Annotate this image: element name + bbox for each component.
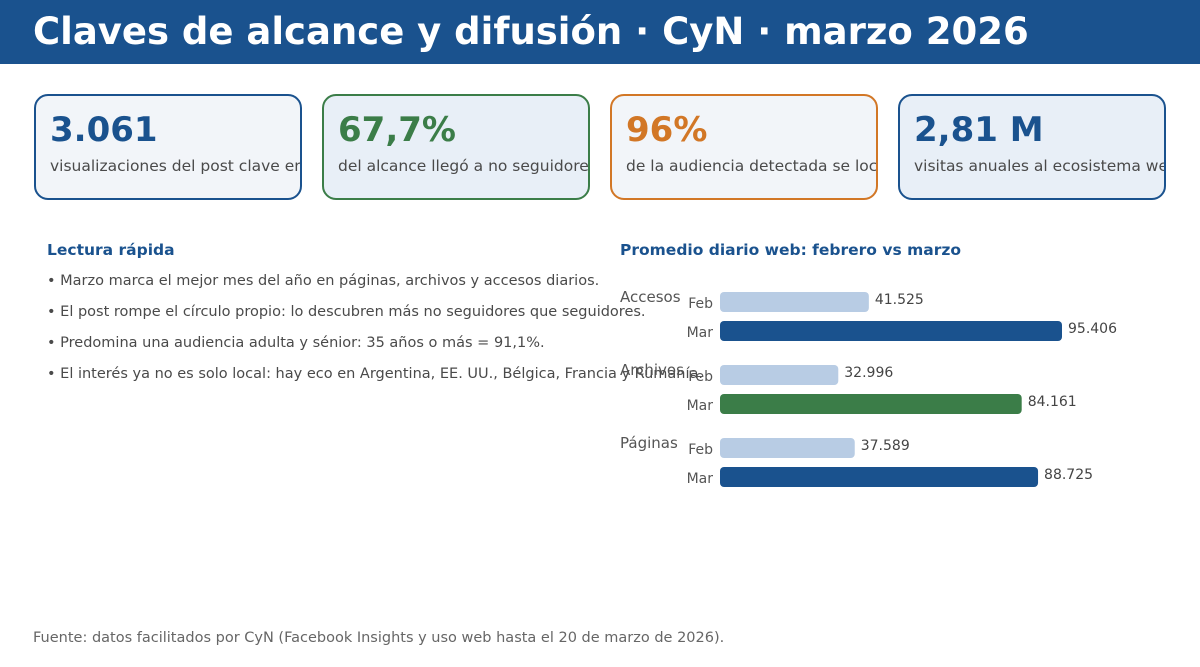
lectura-bullet: • El post rompe el círculo propio: lo de…: [47, 304, 646, 320]
bar-value-label: 32.996: [844, 365, 893, 381]
bar: [720, 467, 1039, 487]
kpi-description: de la audiencia detectada se localiza en…: [626, 157, 878, 175]
bar-category-label: Mar: [687, 325, 714, 341]
bar-value-label: 95.406: [1068, 321, 1117, 337]
group-label: Accesos: [620, 288, 681, 306]
bar-category-label: Feb: [688, 296, 713, 312]
kpi-value: 2,81 M: [914, 110, 1044, 150]
group-label: Archivos: [620, 361, 684, 379]
bar-value-label: 37.589: [861, 438, 910, 454]
group-label: Páginas: [620, 434, 678, 452]
bar-category-label: Mar: [687, 471, 714, 487]
bar: [720, 394, 1022, 414]
lectura-bullet: • Predomina una audiencia adulta y sénio…: [47, 335, 545, 351]
source-note: Fuente: datos facilitados por CyN (Faceb…: [33, 630, 725, 646]
kpi-card-audiencia-local: 96% de la audiencia detectada se localiz…: [610, 94, 878, 200]
kpi-description: visualizaciones del post clave en Facebo…: [50, 157, 300, 175]
bar-category-label: Feb: [688, 442, 713, 458]
kpi-description: visitas anuales al ecosistema web de CyN: [914, 157, 1164, 175]
kpi-description: del alcance llegó a no seguidores: [338, 157, 590, 175]
bar: [720, 321, 1062, 341]
lectura-rapida-title: Lectura rápida: [47, 241, 175, 259]
bar-value-label: 41.525: [875, 292, 924, 308]
header-banner: Claves de alcance y difusión · CyN · mar…: [0, 0, 1200, 64]
kpi-value: 96%: [626, 110, 708, 150]
kpi-card-visitas-anuales: 2,81 M visitas anuales al ecosistema web…: [898, 94, 1166, 200]
page-title: Claves de alcance y difusión · CyN · mar…: [33, 10, 1029, 53]
kpi-card-no-seguidores: 67,7% del alcance llegó a no seguidores: [322, 94, 590, 200]
bar-category-label: Mar: [687, 398, 714, 414]
bar: [720, 438, 855, 458]
bar-value-label: 84.161: [1028, 394, 1077, 410]
bar: [720, 365, 839, 385]
bar-value-label: 88.725: [1044, 467, 1093, 483]
bar: [720, 292, 869, 312]
bar-category-label: Feb: [688, 369, 713, 385]
kpi-value: 3.061: [50, 110, 158, 150]
lectura-bullet: • Marzo marca el mejor mes del año en pá…: [47, 273, 600, 289]
kpi-card-visualizaciones: 3.061 visualizaciones del post clave en …: [34, 94, 302, 200]
kpi-value: 67,7%: [338, 110, 456, 150]
lectura-bullet: • El interés ya no es solo local: hay ec…: [47, 366, 704, 382]
chart-title: Promedio diario web: febrero vs marzo: [620, 241, 962, 259]
